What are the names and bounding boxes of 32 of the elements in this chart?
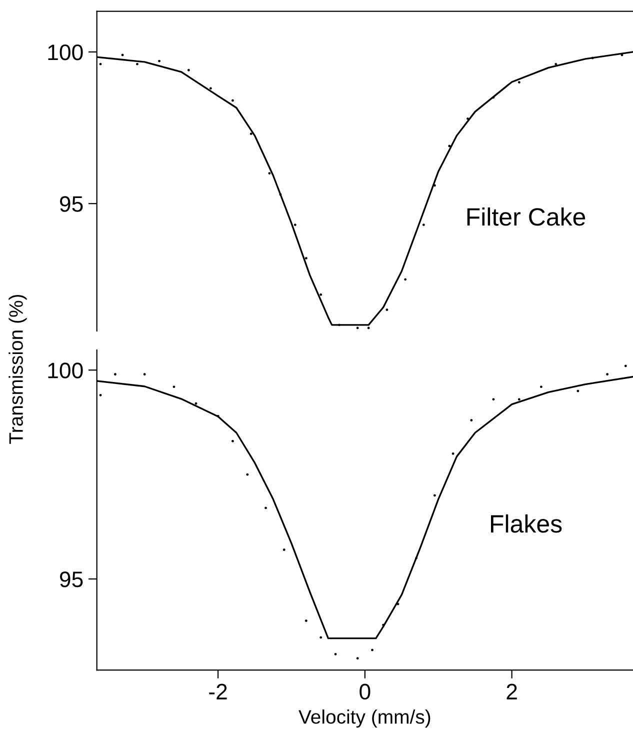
point — [187, 68, 190, 72]
x-tick-label: -2 — [209, 684, 227, 700]
point — [304, 256, 308, 260]
x-tick-label: 0 — [360, 684, 370, 700]
y-axis-title: Transmission (%) — [8, 294, 27, 444]
point — [518, 398, 520, 401]
x-axis-title: Velocity (mm/s) — [298, 709, 430, 728]
point — [99, 394, 102, 396]
annotation: Flakes — [491, 514, 562, 533]
point — [404, 278, 407, 281]
y-tick-label: 95 — [60, 196, 83, 212]
point — [294, 224, 296, 226]
annotation: Filter Cake — [467, 207, 586, 226]
point — [250, 132, 252, 136]
point — [452, 452, 454, 455]
point — [320, 293, 322, 296]
point — [320, 636, 322, 639]
y-tick-label: 95 — [60, 571, 83, 588]
point — [356, 657, 359, 660]
point — [422, 224, 425, 226]
point — [448, 144, 451, 148]
point — [554, 62, 558, 66]
point — [334, 652, 337, 656]
x-tick-label: 2 — [506, 684, 517, 700]
point — [492, 398, 495, 401]
y-tick-label: 100 — [48, 362, 83, 378]
point — [433, 494, 436, 497]
point — [246, 473, 249, 476]
point — [367, 326, 370, 330]
point — [624, 364, 627, 368]
y-tick-label: 100 — [48, 44, 83, 60]
point — [209, 87, 212, 90]
